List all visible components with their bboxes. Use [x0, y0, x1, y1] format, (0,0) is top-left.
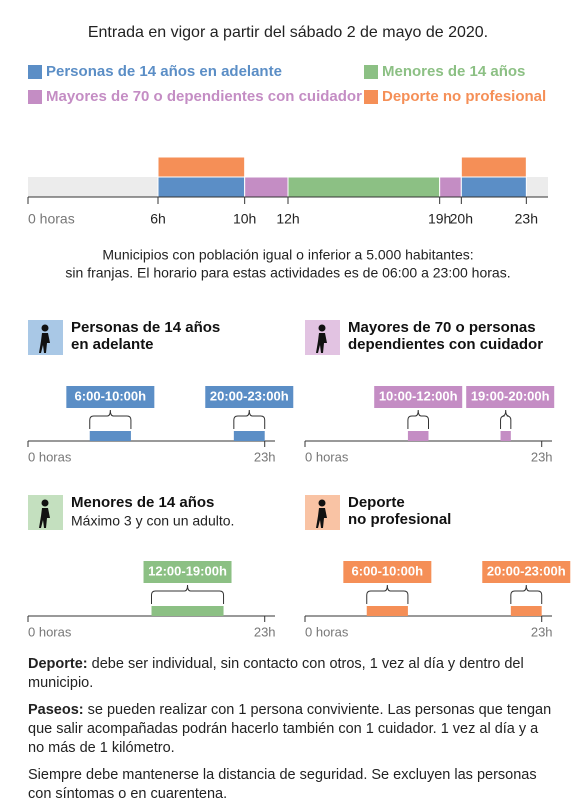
legend-swatch [28, 90, 42, 104]
range-label-bg [482, 561, 571, 583]
legend-label: Menores de 14 años [382, 63, 525, 80]
range-bar [151, 606, 224, 616]
subtitle: Entrada en vigor a partir del sábado 2 d… [88, 24, 488, 41]
range-bar [366, 606, 408, 616]
icon [316, 508, 327, 528]
panel-title: en adelante [71, 336, 154, 353]
icon [318, 324, 326, 332]
timeline-segment [460, 176, 527, 198]
panel-title: Menores de 14 años [71, 494, 214, 511]
tick-label: 23h [515, 211, 538, 227]
legend-swatch [364, 65, 378, 79]
panel-title: dependientes con cuidador [348, 336, 543, 353]
tick-label: 19h [428, 211, 451, 227]
brace [366, 584, 409, 604]
note: Deporte: debe ser individual, sin contac… [28, 655, 556, 693]
legend-label: Personas de 14 años en adelante [46, 63, 282, 80]
panel-title: Mayores de 70 o personas [348, 319, 536, 336]
range-label-bg [466, 386, 555, 408]
infographic: Entrada en vigor a partir del sábado 2 d… [27, 24, 571, 639]
brace [151, 584, 225, 604]
brace [89, 409, 132, 429]
panel-note: Máximo 3 y con un adulto. [71, 513, 234, 529]
legend-label: Deporte no profesional [382, 88, 546, 105]
timeline-segment [244, 176, 289, 198]
tick-label: 23h [254, 624, 276, 639]
note-label: Deporte: [28, 656, 88, 672]
icon [318, 499, 326, 507]
note-label: Paseos: [28, 702, 84, 718]
range-label-bg [343, 561, 432, 583]
tick-label: 0 horas [305, 449, 349, 464]
icon [39, 508, 50, 528]
range-bar [500, 431, 511, 441]
range-label-bg [374, 386, 463, 408]
timeline-segment [157, 176, 246, 198]
note-text: debe ser individual, sin contacto con ot… [28, 656, 524, 691]
range-bar [233, 431, 265, 441]
timeline-segment [157, 156, 246, 178]
range-bar [89, 431, 131, 441]
legend-label: Mayores de 70 o dependientes con cuidado… [46, 88, 362, 105]
range-label: 6:00-10:00h [75, 388, 147, 403]
legend-swatch [364, 90, 378, 104]
brace [500, 409, 512, 429]
municipios-text: sin franjas. El horario para estas activ… [65, 265, 510, 281]
timeline-segment [460, 156, 527, 178]
tick-label: 6h [150, 211, 166, 227]
tick-label: 0 horas [305, 624, 349, 639]
tick-label: 0 horas [28, 624, 72, 639]
tick-label: 0 horas [28, 211, 75, 227]
timeline-segment [439, 176, 462, 198]
note-text: Siempre debe mantenerse la distancia de … [28, 767, 537, 802]
range-bar [407, 431, 429, 441]
icon [39, 333, 50, 353]
range-label-bg [66, 386, 155, 408]
brace [233, 409, 266, 429]
range-label: 6:00-10:00h [352, 563, 424, 578]
tick-label: 0 horas [28, 449, 72, 464]
tick-label: 23h [254, 449, 276, 464]
range-label: 20:00-23:00h [487, 563, 566, 578]
range-label: 10:00-12:00h [379, 388, 458, 403]
icon [41, 499, 49, 507]
tick-label: 12h [276, 211, 299, 227]
icon [316, 333, 327, 353]
tick-label: 23h [531, 449, 553, 464]
tick-label: 20h [450, 211, 473, 227]
municipios-text: Municipios con población igual o inferio… [102, 247, 473, 263]
note: Paseos: se pueden realizar con 1 persona… [28, 701, 556, 758]
tick-label: 23h [531, 624, 553, 639]
panel-title: Deporte [348, 494, 405, 511]
range-label: 20:00-23:00h [210, 388, 289, 403]
range-label-bg [143, 561, 232, 583]
range-bar [510, 606, 542, 616]
range-label: 19:00-20:00h [471, 388, 550, 403]
timeline-segment [287, 176, 441, 198]
legend-swatch [28, 65, 42, 79]
range-label: 12:00-19:00h [148, 563, 227, 578]
panel-title: Personas de 14 años [71, 319, 220, 336]
range-label-bg [205, 386, 294, 408]
notes: Deporte: debe ser individual, sin contac… [28, 655, 556, 812]
panel-title: no profesional [348, 511, 451, 528]
icon [41, 324, 49, 332]
note-text: se pueden realizar con 1 persona convivi… [28, 702, 552, 756]
brace [407, 409, 429, 429]
note: Siempre debe mantenerse la distancia de … [28, 766, 556, 804]
tick-label: 10h [233, 211, 256, 227]
brace [510, 584, 543, 604]
